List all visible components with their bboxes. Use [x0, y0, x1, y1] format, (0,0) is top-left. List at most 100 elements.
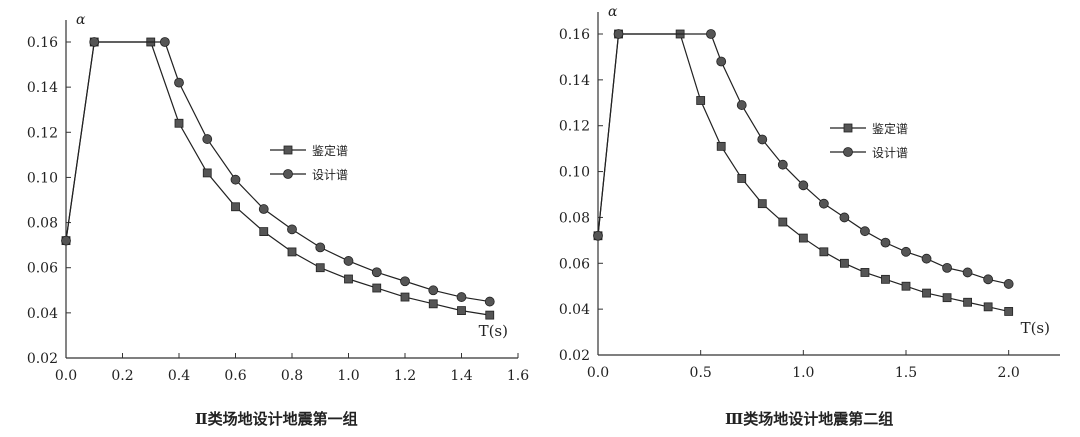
- data-point-square: [372, 283, 382, 293]
- chart-1-caption: Ⅱ类场地设计地震第一组: [195, 410, 358, 428]
- data-point-circle: [613, 29, 624, 39]
- data-point-circle: [942, 262, 952, 273]
- data-point-square: [287, 247, 297, 257]
- series-line-1: [65, 41, 490, 316]
- data-point-square: [963, 297, 973, 307]
- data-point-square: [839, 258, 849, 268]
- data-point-square: [737, 174, 747, 183]
- x-tick-label: 1.5: [895, 365, 917, 381]
- y-tick-label: 0.08: [559, 210, 590, 226]
- series-line-2: [597, 33, 1009, 285]
- chart-panel-2: 0.02 0.04 0.06 0.08 0.10 0.12 0.14 0.16 0.0 0.5 1.…: [540, 0, 1080, 437]
- x-tick-label: 0.0: [587, 365, 609, 381]
- data-point-circle: [880, 237, 891, 248]
- x-tick-label: 0.0: [55, 368, 77, 384]
- data-point-square: [819, 247, 829, 257]
- x-tick-label: 1.0: [337, 368, 359, 384]
- data-point-circle: [202, 134, 213, 144]
- data-point-square: [942, 293, 952, 303]
- data-point-square: [428, 299, 438, 309]
- x-axis-label: T(s): [479, 322, 508, 340]
- data-point-circle: [860, 226, 870, 237]
- data-point-circle: [456, 292, 467, 302]
- data-point-square: [485, 310, 495, 320]
- x-axis-label: T(s): [1021, 319, 1050, 337]
- data-point-circle: [371, 267, 382, 278]
- legend-label: 设计谱: [312, 168, 348, 182]
- data-point-circle: [343, 256, 354, 266]
- data-point-square: [922, 288, 931, 298]
- data-point-circle: [777, 159, 788, 170]
- data-point-circle: [839, 212, 850, 223]
- data-point-circle: [89, 37, 100, 47]
- y-tick-label: 0.06: [559, 256, 590, 272]
- data-point-circle: [258, 204, 269, 214]
- legend-label: 鉴定谱: [872, 121, 908, 136]
- data-point-circle: [706, 29, 716, 39]
- y-tick-label: 0.10: [27, 170, 58, 186]
- data-point-square: [798, 233, 808, 243]
- data-point-circle: [159, 37, 170, 47]
- y-tick-label: 0.04: [27, 306, 58, 322]
- data-point-circle: [287, 224, 297, 235]
- data-point-square: [860, 268, 870, 277]
- chart-1-svg: 0.02 0.04 0.06 0.08 0.10 0.12 0.14 0.16 0.0 0.2 0.…: [27, 12, 529, 384]
- data-point-circle: [315, 242, 326, 253]
- data-point-circle: [798, 180, 809, 191]
- data-point-square: [778, 217, 788, 227]
- data-point-square: [174, 118, 184, 128]
- data-point-circle: [962, 267, 973, 278]
- data-point-square: [1004, 307, 1014, 316]
- y-tick-label: 0.02: [27, 351, 58, 367]
- y-tick-label: 0.16: [559, 27, 590, 43]
- data-point-square: [315, 263, 325, 273]
- data-point-square: [457, 306, 466, 316]
- legend-square-marker: [843, 123, 853, 133]
- data-point-square: [881, 274, 890, 284]
- data-point-circle: [921, 253, 932, 264]
- data-point-square: [901, 281, 911, 291]
- data-point-square: [231, 202, 240, 212]
- data-point-circle: [174, 77, 184, 88]
- data-point-square: [983, 302, 993, 312]
- series-line-2: [65, 41, 490, 303]
- data-point-circle: [593, 230, 603, 241]
- data-point-circle: [901, 246, 911, 257]
- chart-panel-1: 0.02 0.04 0.06 0.08 0.10 0.12 0.14 0.16 0.0 0.2 0.…: [27, 12, 529, 428]
- y-tick-label: 0.08: [27, 216, 58, 232]
- x-tick-label: 1.4: [450, 368, 472, 384]
- y-tick-label: 0.16: [27, 35, 58, 51]
- y-axis-label: α: [608, 4, 618, 20]
- legend-label: 设计谱: [872, 146, 908, 160]
- legend-square-marker: [283, 145, 293, 155]
- x-tick-label: 0.6: [224, 368, 246, 384]
- y-tick-label: 0.04: [559, 302, 590, 318]
- y-tick-label: 0.10: [559, 165, 590, 181]
- x-tick-label: 2.0: [998, 365, 1020, 381]
- x-tick-label: 1.0: [792, 365, 814, 381]
- x-tick-label: 0.2: [111, 368, 133, 384]
- y-tick-label: 0.14: [559, 73, 590, 89]
- data-point-square: [344, 274, 353, 284]
- data-point-circle: [400, 276, 410, 287]
- legend-circle-marker: [843, 147, 853, 157]
- chart-2-caption: Ⅲ类场地设计地震第二组: [725, 410, 894, 428]
- y-tick-label: 0.14: [27, 80, 58, 96]
- y-tick-label: 0.02: [559, 348, 590, 364]
- data-point-square: [202, 168, 212, 178]
- data-point-square: [716, 141, 726, 151]
- data-point-square: [259, 227, 269, 237]
- data-point-square: [400, 292, 410, 302]
- chart-2-svg: 0.02 0.04 0.06 0.08 0.10 0.12 0.14 0.16 0.0 0.5 1.…: [559, 4, 1060, 381]
- data-point-circle: [983, 274, 994, 285]
- x-tick-label: 0.4: [168, 368, 190, 384]
- x-tick-label: 1.2: [394, 368, 416, 384]
- x-tick-label: 1.6: [507, 368, 529, 384]
- y-tick-label: 0.12: [559, 119, 590, 135]
- data-point-circle: [61, 235, 71, 246]
- data-point-circle: [736, 100, 747, 110]
- data-point-circle: [428, 285, 439, 296]
- data-point-square: [757, 199, 767, 209]
- data-point-circle: [818, 198, 829, 209]
- legend-circle-marker: [283, 169, 293, 179]
